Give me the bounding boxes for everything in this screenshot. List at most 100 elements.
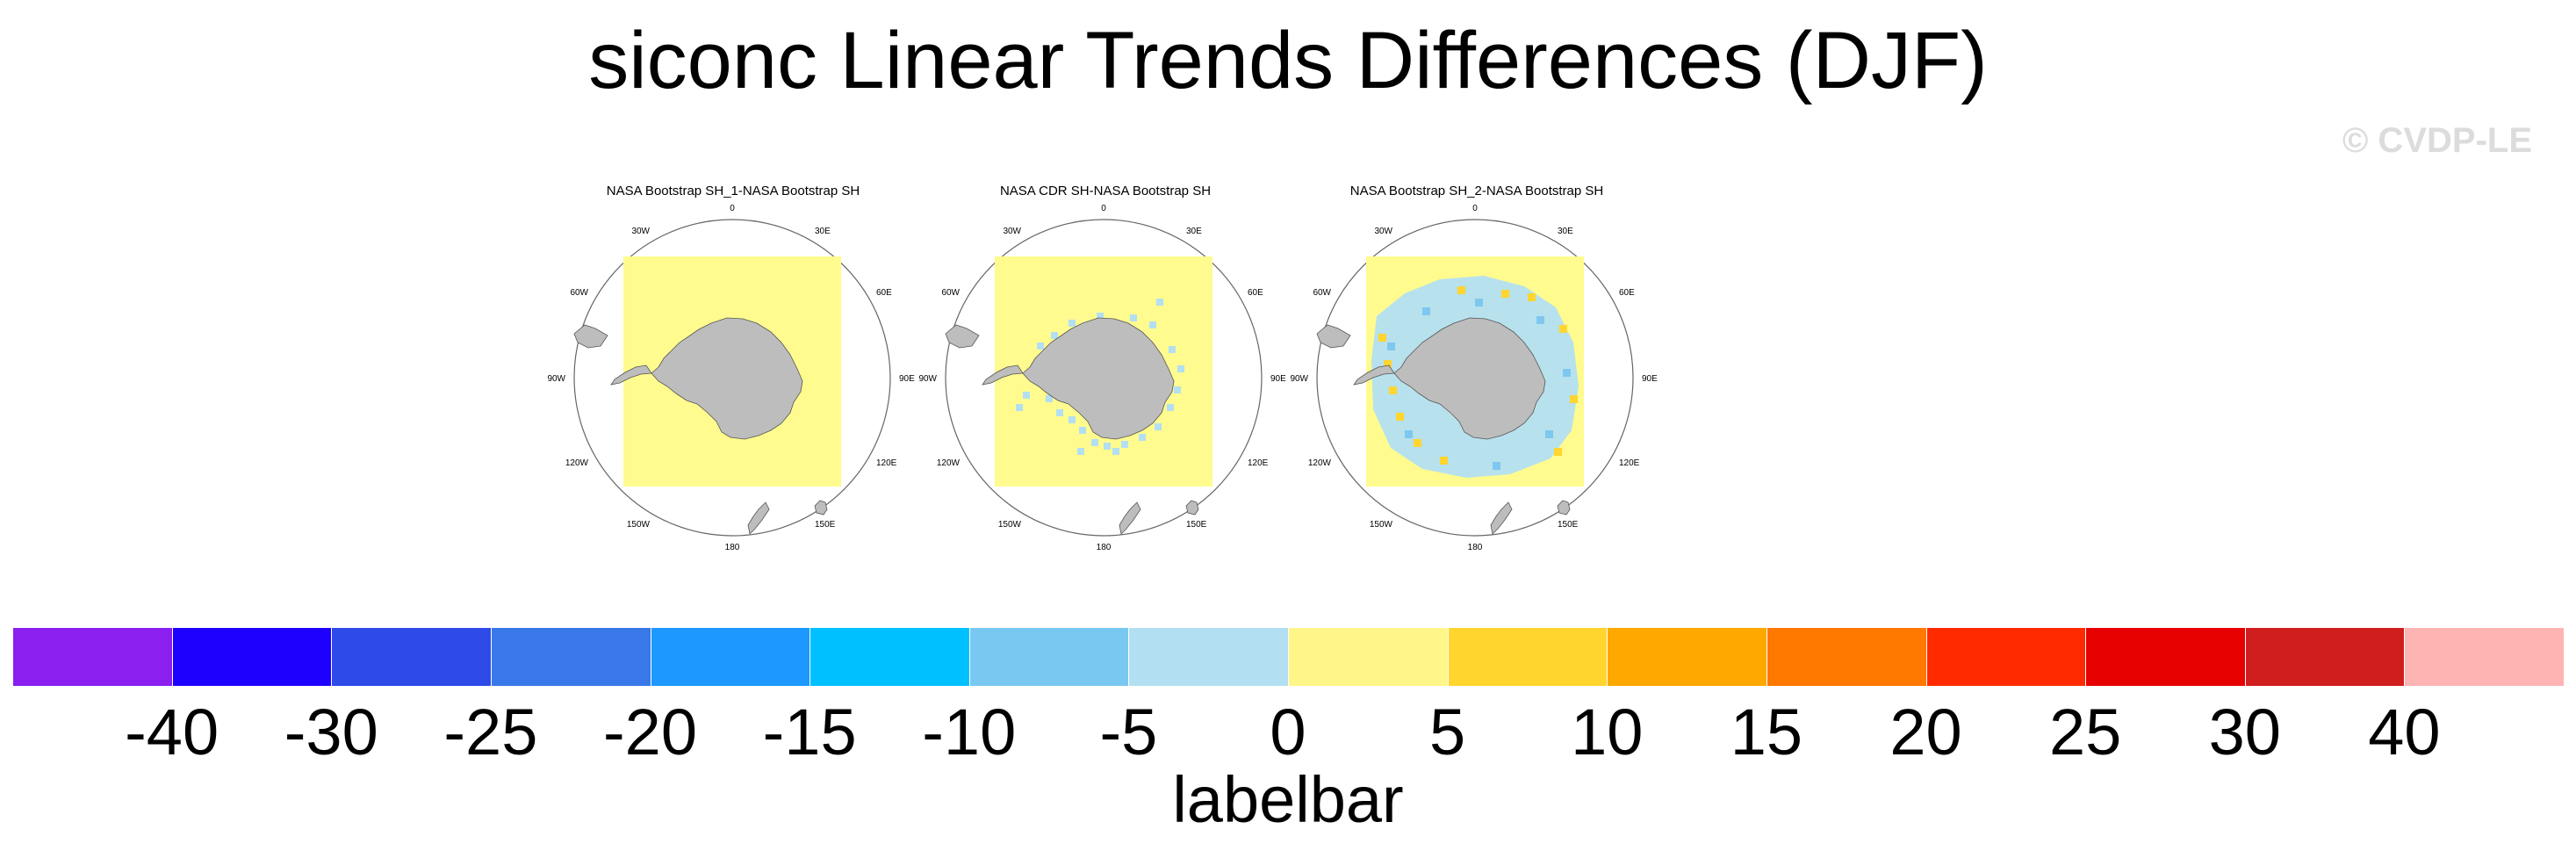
antarctica-land [1393, 317, 1546, 440]
data-cell [1528, 293, 1536, 301]
longitude-label: 90W [547, 374, 565, 384]
labelbar-box [650, 627, 811, 687]
labelbar-box [2085, 627, 2246, 687]
labelbar-box [1288, 627, 1449, 687]
antarctica-land [1022, 317, 1175, 440]
data-cell [1378, 334, 1386, 342]
data-cell [1079, 427, 1086, 434]
labelbar-box [2404, 627, 2565, 687]
new-zealand-land [747, 501, 770, 535]
labelbar-tick-label: 30 [2208, 696, 2281, 768]
data-cell [1046, 395, 1053, 402]
data-cell [1112, 448, 1119, 455]
labelbar-tick-label: 0 [1270, 696, 1306, 768]
longitude-label: 120E [876, 458, 897, 468]
data-cell [1457, 286, 1465, 294]
data-cell [1414, 439, 1421, 447]
data-cell [1559, 325, 1567, 333]
map-panel-2: 0 30E 60E 90E 120E 150E 180 150W 120W 90W 60W 30W [918, 204, 1286, 552]
data-cell [1422, 307, 1430, 315]
data-cell [1104, 443, 1111, 450]
data-cell [1405, 430, 1413, 438]
data-cell [1169, 346, 1176, 353]
data-cell [1130, 314, 1137, 321]
data-cell [1023, 392, 1030, 399]
data-cell [1056, 409, 1063, 416]
longitude-label: 90W [918, 374, 937, 384]
data-cell [1155, 423, 1162, 430]
longitude-label: 60W [570, 288, 588, 298]
data-cell [1149, 321, 1156, 328]
data-cell [1037, 343, 1044, 350]
labelbar-tick-label: -20 [603, 696, 697, 768]
data-cell [1167, 404, 1174, 411]
data-cell [1051, 332, 1058, 339]
panel-title-2: NASA CDR SH-NASA Bootstrap SH [999, 184, 1212, 198]
new-zealand-land [1490, 501, 1513, 535]
longitude-label: 180 [1468, 543, 1483, 552]
data-cell [1156, 299, 1163, 306]
labelbar-tick-label: -15 [762, 696, 857, 768]
data-cell [1174, 386, 1181, 393]
labelbar-box [171, 627, 333, 687]
data-cell [1440, 457, 1448, 465]
longitude-label: 90E [1270, 374, 1286, 384]
data-cell [1563, 369, 1571, 377]
longitude-label: 90W [1290, 374, 1308, 384]
labelbar-tick-label: 5 [1429, 696, 1466, 768]
labelbar-box [1607, 627, 1767, 687]
longitude-label: 180 [725, 543, 740, 552]
labelbar-box [331, 627, 492, 687]
map-panel-1: 0 30E 60E 90E 120E 150E 180 150W 120W 90W 60W 30W [547, 204, 915, 552]
longitude-label: 30W [631, 227, 650, 236]
labelbar-box [1766, 627, 1927, 687]
longitude-label: 120W [937, 458, 961, 468]
antarctic-peninsula-land [982, 364, 1024, 386]
longitude-label: 120E [1248, 458, 1269, 468]
longitude-label: 0 [730, 204, 735, 213]
page-title: siconc Linear Trends Differences (DJF) [588, 16, 1988, 105]
longitude-label: 60E [876, 288, 892, 298]
longitude-label: 150W [627, 520, 651, 530]
longitude-label: 30W [1003, 227, 1021, 236]
labelbar-box [12, 627, 173, 687]
data-cell [1387, 343, 1395, 350]
longitude-label: 0 [1101, 204, 1106, 213]
longitude-label: 150W [998, 520, 1022, 530]
longitude-label: 30E [815, 227, 831, 236]
labelbar-box [1447, 627, 1608, 687]
watermark: © CVDP-LE [2342, 121, 2532, 160]
labelbar-tick-label: -25 [443, 696, 538, 768]
labelbar-box [1128, 627, 1289, 687]
data-cell [1177, 365, 1184, 372]
labelbar-tick-label: 40 [2368, 696, 2441, 768]
labelbar-tick-label: 15 [1730, 696, 1803, 768]
south-america-land [573, 324, 608, 349]
longitude-label: 150E [815, 520, 836, 530]
panel-title-3: NASA Bootstrap SH_2-NASA Bootstrap SH [1349, 184, 1604, 198]
longitude-label: 60W [941, 288, 960, 298]
data-cell [1016, 404, 1023, 411]
new-zealand-land [1119, 501, 1141, 535]
data-cell [1570, 395, 1578, 403]
data-cell [1536, 316, 1544, 324]
data-cell [1475, 299, 1483, 307]
data-cell [1069, 320, 1076, 327]
longitude-label: 60E [1248, 288, 1263, 298]
longitude-label: 180 [1097, 543, 1112, 552]
longitude-label: 30W [1374, 227, 1392, 236]
labelbar-box [1925, 627, 2087, 687]
data-cell [1069, 416, 1076, 423]
data-cell [1554, 448, 1562, 456]
data-ring [1371, 276, 1579, 478]
longitude-label: 0 [1472, 204, 1478, 213]
data-cell [1139, 434, 1146, 441]
tasmania-land [1185, 500, 1199, 516]
longitude-label: 90E [899, 374, 915, 384]
data-cell [1121, 441, 1128, 448]
labelbar-tick-label: -5 [1099, 696, 1158, 768]
data-cell [1396, 413, 1404, 421]
longitude-label: 150W [1370, 520, 1393, 530]
antarctic-peninsula-land [610, 364, 652, 386]
labelbar-tick-label: -10 [922, 696, 1017, 768]
